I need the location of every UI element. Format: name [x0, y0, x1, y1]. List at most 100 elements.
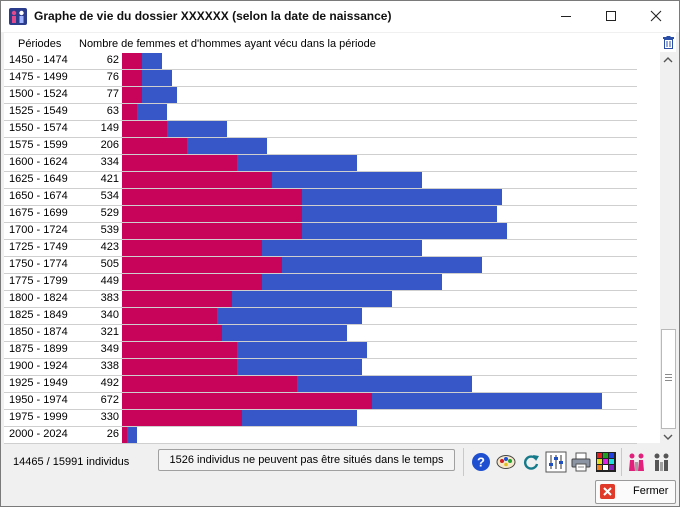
family-app-icon [9, 8, 27, 25]
women-bar-segment [122, 138, 187, 154]
women-bar-segment [122, 376, 297, 392]
men-bar-segment [297, 376, 472, 392]
life-bar [122, 172, 422, 188]
life-bar [122, 87, 177, 103]
period-count: 63 [106, 105, 119, 117]
women-bar-segment [122, 393, 372, 409]
period-row: 1800 - 1824 383 [4, 290, 637, 308]
men-bar-segment [127, 427, 137, 443]
period-label: 1650 - 1674 [9, 190, 68, 202]
window-title: Graphe de vie du dossier XXXXXX (selon l… [34, 9, 392, 23]
men-bar-segment [217, 308, 362, 324]
period-row: 1975 - 1999 330 [4, 409, 637, 427]
women-bar-segment [122, 121, 167, 137]
period-count: 26 [106, 428, 119, 440]
refresh-button[interactable] [520, 451, 542, 473]
period-row: 1775 - 1799 449 [4, 273, 637, 291]
chevron-up-icon [663, 57, 673, 63]
women-bar-segment [122, 189, 302, 205]
period-count: 76 [106, 71, 119, 83]
thumb-grip-line [665, 377, 672, 378]
life-bar [122, 70, 172, 86]
men-bar-segment [237, 342, 367, 358]
bottom-toolbar: 14465 / 15991 individus 1526 individus n… [1, 444, 679, 478]
help-icon: ? [472, 453, 490, 471]
period-label: 1850 - 1874 [9, 326, 68, 338]
close-dialog-label: Fermer [633, 485, 669, 497]
trash-icon[interactable] [663, 36, 674, 49]
life-bar [122, 121, 227, 137]
settings-button[interactable] [545, 451, 567, 473]
period-count: 206 [100, 139, 119, 151]
men-bar-segment [142, 70, 172, 86]
men-bar-segment [262, 274, 442, 290]
period-label: 1525 - 1549 [9, 105, 68, 117]
minimize-button[interactable] [544, 1, 589, 32]
women-figures-icon [629, 453, 644, 471]
period-row: 1925 - 1949 492 [4, 375, 637, 393]
women-bar-segment [122, 342, 237, 358]
scroll-down-button[interactable] [660, 429, 676, 445]
women-bar-segment [122, 325, 222, 341]
life-graph-panel: Périodes Nombre de femmes et d'hommes ay… [4, 33, 676, 445]
period-count: 534 [100, 190, 119, 202]
men-bar-segment [302, 223, 507, 239]
colors-button[interactable] [495, 451, 517, 473]
period-row: 1750 - 1774 505 [4, 256, 637, 274]
window-close-button[interactable] [634, 1, 679, 32]
close-dialog-button[interactable]: Fermer [595, 480, 676, 504]
print-button[interactable] [570, 451, 592, 473]
scrollbar-thumb[interactable] [661, 329, 676, 429]
period-label: 1500 - 1524 [9, 88, 68, 100]
men-bar-segment [222, 325, 347, 341]
men-filter-button[interactable] [651, 451, 673, 473]
women-bar-segment [122, 206, 302, 222]
period-count: 492 [100, 377, 119, 389]
period-count: 340 [100, 309, 119, 321]
scroll-up-button[interactable] [660, 52, 676, 68]
unplaced-individuals-button[interactable]: 1526 individus ne peuvent pas être situé… [158, 449, 455, 471]
women-bar-segment [122, 53, 142, 69]
close-x-icon [650, 10, 662, 22]
settings-sliders-icon [545, 451, 567, 473]
period-count: 529 [100, 207, 119, 219]
women-bar-segment [122, 172, 272, 188]
period-count: 349 [100, 343, 119, 355]
life-bar [122, 104, 167, 120]
color-grid-button[interactable] [595, 451, 617, 473]
period-count: 505 [100, 258, 119, 270]
period-label: 1825 - 1849 [9, 309, 68, 321]
period-count: 383 [100, 292, 119, 304]
period-count: 149 [100, 122, 119, 134]
women-bar-segment [122, 257, 282, 273]
life-bar [122, 53, 162, 69]
women-bar-segment [122, 308, 217, 324]
thumb-grip-line [665, 374, 672, 375]
period-row: 1625 - 1649 421 [4, 171, 637, 189]
period-label: 1975 - 1999 [9, 411, 68, 423]
women-bar-segment [122, 155, 237, 171]
vertical-scrollbar[interactable] [660, 52, 676, 445]
period-row: 1500 - 1524 77 [4, 86, 637, 104]
maximize-button[interactable] [589, 1, 634, 32]
period-label: 1675 - 1699 [9, 207, 68, 219]
women-filter-button[interactable] [626, 451, 648, 473]
toolbar-separator [621, 448, 622, 476]
life-bar [122, 410, 357, 426]
period-count: 449 [100, 275, 119, 287]
men-bar-segment [302, 189, 502, 205]
title-bar: Graphe de vie du dossier XXXXXX (selon l… [1, 1, 679, 32]
period-label: 1575 - 1599 [9, 139, 68, 151]
period-label: 1950 - 1974 [9, 394, 68, 406]
help-button[interactable]: ? [470, 451, 492, 473]
minimize-icon [561, 16, 571, 17]
period-label: 1700 - 1724 [9, 224, 68, 236]
chevron-down-icon [663, 434, 673, 440]
period-count: 421 [100, 173, 119, 185]
period-row: 1950 - 1974 672 [4, 392, 637, 410]
period-label: 1900 - 1924 [9, 360, 68, 372]
period-count: 77 [106, 88, 119, 100]
period-label: 1775 - 1799 [9, 275, 68, 287]
period-label: 1625 - 1649 [9, 173, 68, 185]
women-bar-segment [122, 410, 242, 426]
